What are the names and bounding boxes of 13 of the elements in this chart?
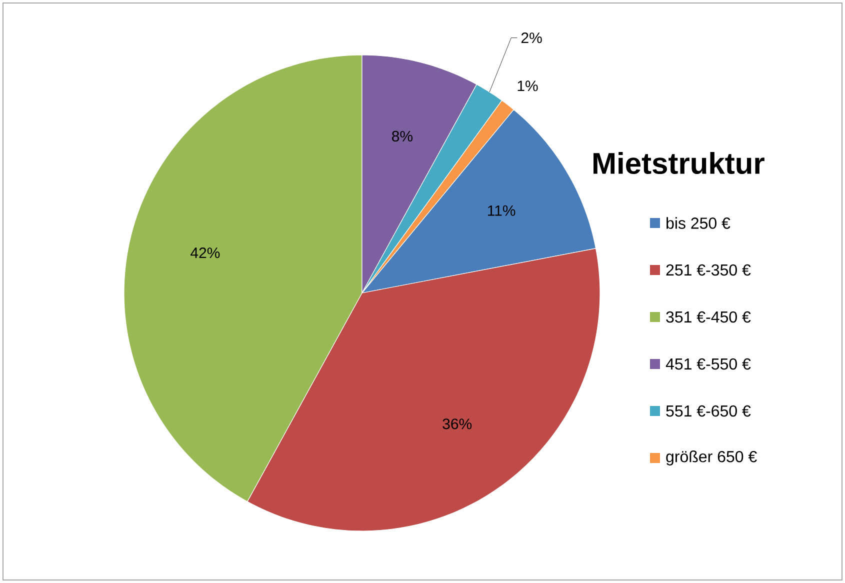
data-label: 1% bbox=[518, 80, 538, 92]
legend-label: größer 650 € bbox=[666, 450, 757, 466]
data-label: 11% bbox=[488, 205, 516, 216]
legend-label: bis 250 € bbox=[666, 217, 730, 229]
legend-label: 251 €-350 € bbox=[666, 264, 751, 276]
legend-label: 551 €-650 € bbox=[666, 405, 751, 417]
legend-label: 351 €-450 € bbox=[666, 311, 751, 323]
data-label: 2% bbox=[521, 32, 542, 44]
data-label: 36% bbox=[442, 418, 472, 430]
text: Mietstruktur bbox=[594, 152, 764, 174]
data-label: 42% bbox=[190, 248, 220, 258]
data-label: 8% bbox=[392, 130, 412, 142]
legend-label: 451 €-550 € bbox=[666, 358, 751, 370]
